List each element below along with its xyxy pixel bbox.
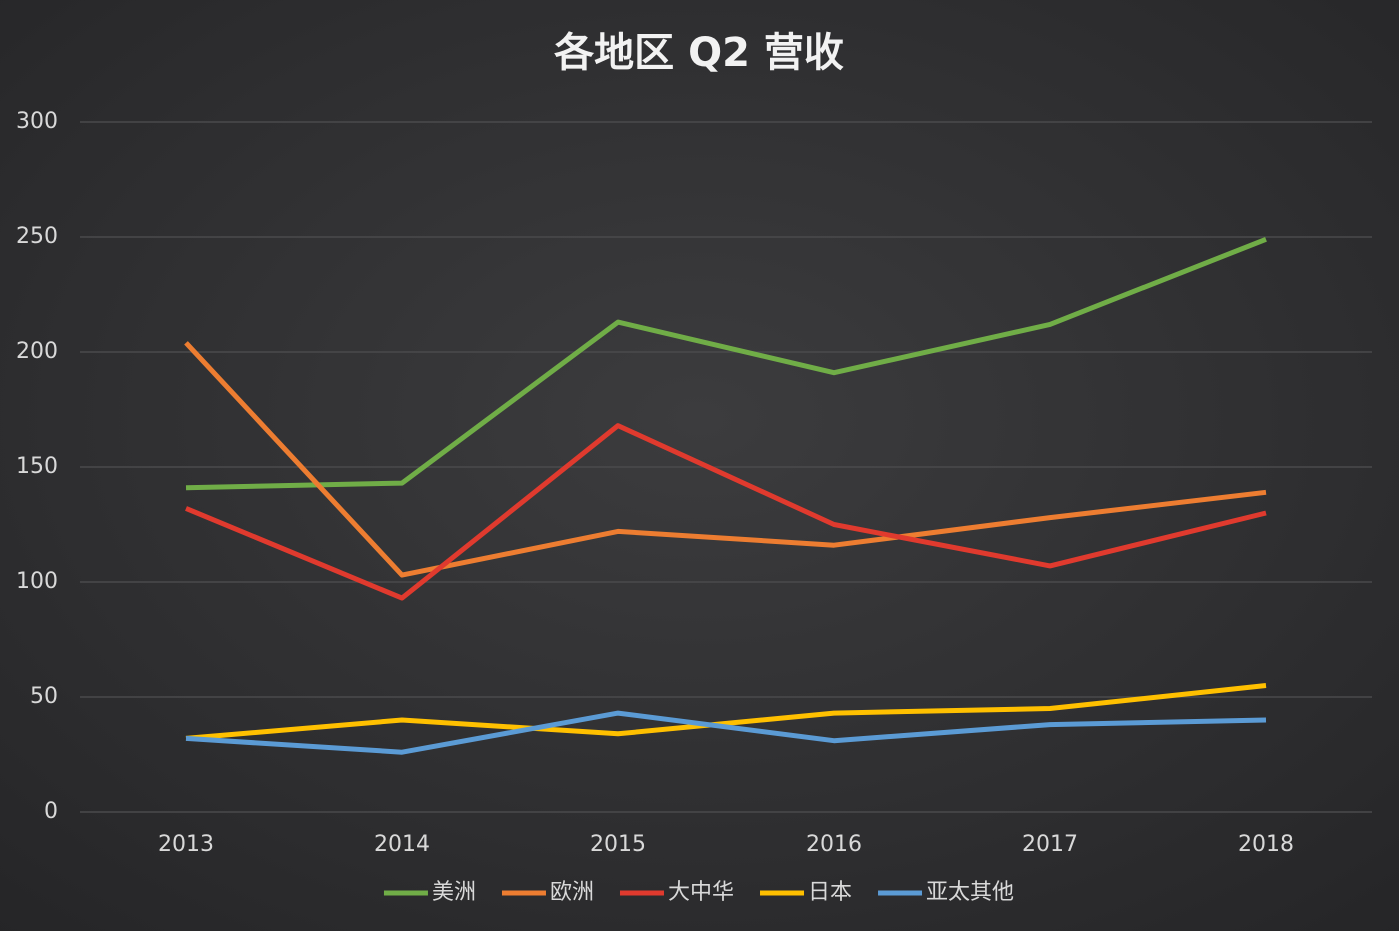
legend-item: 大中华	[619, 880, 734, 905]
legend-label: 亚太其他	[926, 880, 1014, 905]
legend-label: 欧洲	[550, 880, 594, 905]
y-tick-label: 250	[16, 224, 58, 249]
y-tick-label: 150	[16, 454, 58, 479]
y-tick-label: 200	[16, 339, 58, 364]
x-tick-label: 2017	[1022, 832, 1078, 857]
legend-item: 亚太其他	[878, 880, 1014, 905]
x-tick-label: 2013	[158, 832, 214, 857]
series-line	[185, 423, 1267, 601]
x-tick-label: 2015	[590, 832, 646, 857]
y-tick-label: 300	[16, 109, 58, 134]
x-tick-label: 2014	[374, 832, 430, 857]
legend-label: 美洲	[432, 880, 476, 905]
legend-item: 日本	[760, 880, 852, 905]
y-tick-label: 0	[44, 799, 58, 824]
y-tick-label: 50	[30, 684, 58, 709]
x-tick-label: 2016	[806, 832, 862, 857]
series-line	[185, 683, 1267, 741]
y-tick-label: 100	[16, 569, 58, 594]
legend-label: 日本	[808, 880, 852, 905]
x-tick-label: 2018	[1238, 832, 1294, 857]
series-line	[185, 236, 1267, 491]
legend-label: 大中华	[668, 880, 734, 905]
series-line	[185, 710, 1267, 755]
legend-item: 美洲	[383, 880, 476, 905]
chart-title: 各地区 Q2 营收	[554, 30, 844, 76]
series-line	[184, 341, 1267, 578]
legend-item: 欧洲	[501, 880, 594, 905]
